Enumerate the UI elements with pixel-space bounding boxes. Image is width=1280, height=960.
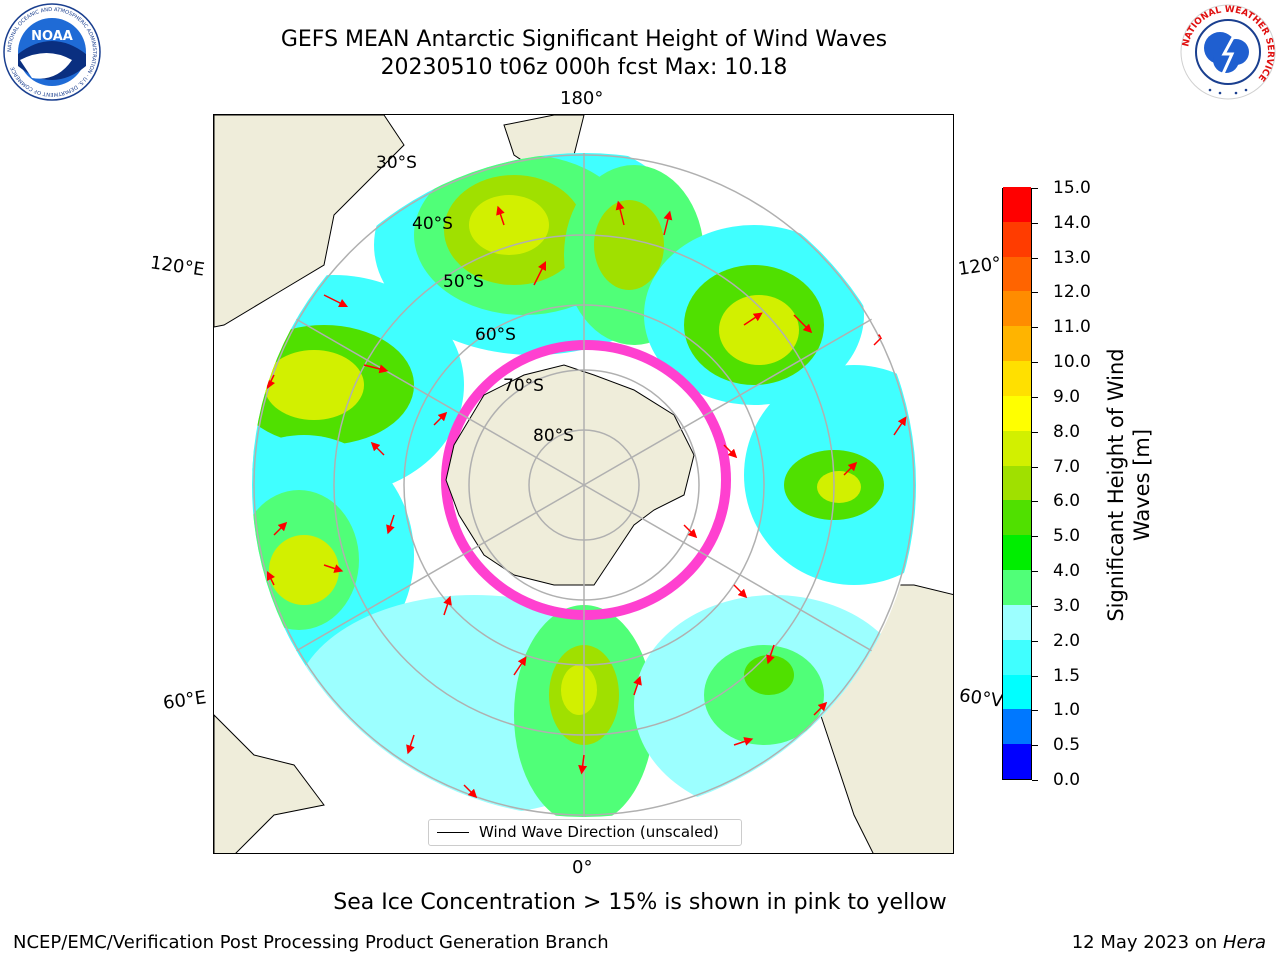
colorbar-tick — [1032, 571, 1038, 573]
colorbar-tick — [1032, 710, 1038, 712]
colorbar-tick-label: 5.0 — [1053, 526, 1081, 547]
colorbar-tick — [1032, 466, 1038, 468]
colorbar-tick — [1032, 396, 1038, 398]
lon-label-120e: 120°E — [148, 252, 206, 281]
colorbar-segment — [1003, 569, 1031, 605]
colorbar-segment — [1003, 326, 1031, 362]
colorbar-segment — [1003, 221, 1031, 257]
colorbar-segment — [1003, 709, 1031, 745]
lat-label-30s: 30°S — [376, 153, 417, 173]
lon-label-120w: 120° — [956, 253, 1003, 280]
colorbar-title-line1: Significant Height of Wind — [1104, 348, 1128, 622]
colorbar-tick-label: 4.0 — [1053, 561, 1081, 582]
colorbar-tick — [1032, 362, 1038, 364]
colorbar-tick — [1032, 536, 1038, 538]
footer-date: 12 May 2023 on Hera — [1072, 932, 1266, 953]
lat-label-40s: 40°S — [412, 214, 453, 234]
colorbar-title-line2: Waves [m] — [1130, 428, 1154, 542]
colorbar-segment — [1003, 291, 1031, 327]
colorbar-segment — [1003, 186, 1031, 222]
colorbar-tick — [1032, 501, 1038, 503]
colorbar-segment — [1003, 674, 1031, 710]
wind-wave-arrows — [266, 200, 907, 799]
graticule — [253, 153, 915, 817]
colorbar-title: Significant Height of Wind Waves [m] — [1103, 320, 1155, 650]
lat-label-80s: 80°S — [533, 426, 574, 446]
colorbar-segment — [1003, 256, 1031, 292]
polar-map — [214, 115, 953, 853]
colorbar-tick-label: 6.0 — [1053, 491, 1081, 512]
colorbar-tick — [1032, 640, 1038, 642]
colorbar-segment — [1003, 639, 1031, 675]
colorbar-segment — [1003, 604, 1031, 640]
colorbar-tick-label: 12.0 — [1053, 282, 1091, 303]
colorbar-segment — [1003, 535, 1031, 571]
colorbar-segment — [1003, 395, 1031, 431]
lat-label-70s: 70°S — [503, 376, 544, 396]
colorbar-tick-label: 8.0 — [1053, 421, 1081, 442]
nws-logo: NATIONAL WEATHER SERVICE — [1178, 2, 1278, 106]
antarctica — [445, 364, 695, 586]
colorbar-tick — [1032, 675, 1038, 677]
colorbar-tick — [1032, 431, 1038, 433]
colorbar-segment — [1003, 744, 1031, 779]
chart-subtitle: 20230510 t06z 000h fcst Max: 10.18 — [380, 55, 788, 80]
lat-label-60s: 60°S — [475, 325, 516, 345]
colorbar-tick — [1032, 605, 1038, 607]
colorbar-tick-label: 3.0 — [1053, 595, 1081, 616]
sea-ice-caption: Sea Ice Concentration > 15% is shown in … — [333, 890, 947, 915]
colorbar-tick-label: 9.0 — [1053, 386, 1081, 407]
lon-label-60e: 60°E — [161, 687, 208, 714]
legend-label: Wind Wave Direction (unscaled) — [479, 823, 719, 841]
colorbar — [1002, 186, 1032, 780]
svg-text:NOAA: NOAA — [31, 29, 73, 44]
colorbar-tick — [1032, 327, 1038, 329]
colorbar-segment — [1003, 465, 1031, 501]
colorbar-tick-label: 10.0 — [1053, 352, 1091, 373]
colorbar-tick-label: 11.0 — [1053, 317, 1091, 338]
map-legend: Wind Wave Direction (unscaled) — [428, 819, 742, 846]
colorbar-segment — [1003, 360, 1031, 396]
lon-label-180: 180° — [560, 88, 604, 109]
colorbar-tick-label: 0.0 — [1053, 770, 1081, 790]
colorbar-tick — [1032, 292, 1038, 294]
colorbar-tick-label: 14.0 — [1053, 212, 1091, 233]
legend-line-sample — [437, 832, 469, 833]
lon-label-0: 0° — [572, 857, 593, 878]
chart-title: GEFS MEAN Antarctic Significant Height o… — [280, 27, 888, 52]
colorbar-tick-label: 13.0 — [1053, 247, 1091, 268]
colorbar-tick-label: 0.5 — [1053, 735, 1081, 756]
map-panel[interactable]: 30°S 40°S 50°S 60°S 70°S 80°S Wind Wave … — [213, 114, 954, 854]
colorbar-tick-label: 2.0 — [1053, 630, 1081, 651]
colorbar-segment — [1003, 430, 1031, 466]
colorbar-tick — [1032, 257, 1038, 259]
colorbar-tick-label: 1.0 — [1053, 700, 1081, 721]
lat-label-50s: 50°S — [443, 272, 484, 292]
footer-machine: Hera — [1222, 932, 1266, 953]
footer-date-text: 12 May 2023 on — [1071, 932, 1223, 953]
colorbar-tick-label: 15.0 — [1053, 178, 1091, 198]
colorbar-tick — [1032, 222, 1038, 224]
colorbar-tick — [1032, 188, 1038, 189]
colorbar-tick — [1032, 745, 1038, 747]
colorbar-tick-label: 1.5 — [1053, 665, 1081, 686]
colorbar-tick-label: 7.0 — [1053, 456, 1081, 477]
colorbar-segment — [1003, 500, 1031, 536]
colorbar-tick — [1032, 780, 1038, 781]
noaa-logo: NOAA NATIONAL OCEANIC AND ATMOSPHERIC AD… — [2, 2, 102, 106]
footer-credit: NCEP/EMC/Verification Post Processing Pr… — [13, 932, 609, 953]
lon-label-60w: 60°V — [957, 685, 1005, 712]
